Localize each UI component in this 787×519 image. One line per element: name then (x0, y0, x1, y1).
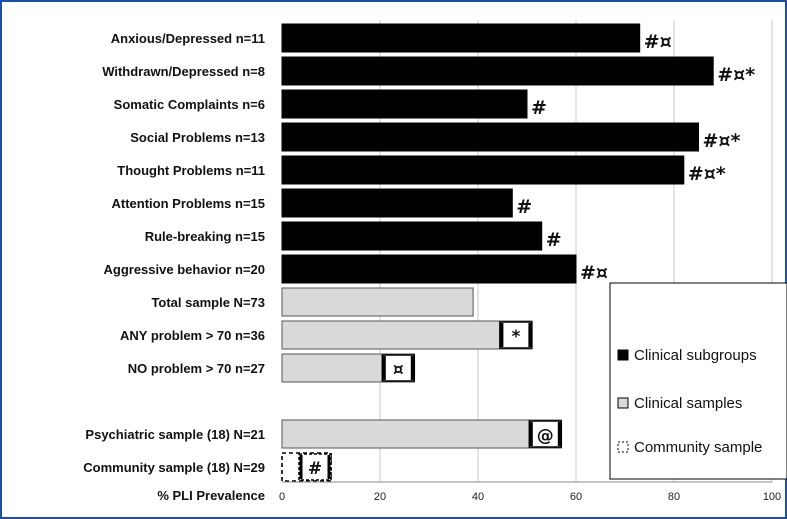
bar-annotation: @ (537, 426, 554, 446)
bar (281, 56, 714, 86)
category-label: Aggressive behavior n=20 (104, 262, 266, 277)
legend-label: Clinical samples (634, 395, 742, 412)
bar (281, 419, 562, 449)
bar-annotation: ¤ (393, 360, 404, 380)
category-label: Somatic Complaints n=6 (114, 97, 265, 112)
bar-annotation: #¤* (703, 130, 741, 152)
x-tick-label: 40 (472, 491, 484, 503)
bar (281, 188, 513, 218)
legend-label: Clinical subgroups (634, 347, 757, 364)
x-axis: % PLI Prevalence 0 20 40 60 80 100 (157, 481, 781, 503)
x-tick-label: 100 (763, 491, 781, 503)
x-tick-label: 60 (570, 491, 582, 503)
legend-box (609, 282, 787, 480)
category-label: Attention Problems n=15 (112, 196, 266, 211)
bar (281, 254, 577, 284)
category-labels: Anxious/Depressed n=11 Withdrawn/Depresse… (83, 31, 265, 475)
legend-swatch (617, 441, 629, 453)
x-tick-label: 0 (279, 491, 285, 503)
category-label: Rule-breaking n=15 (145, 229, 265, 244)
bars (281, 23, 714, 482)
bar (281, 320, 533, 350)
bar (281, 287, 474, 317)
annotation-bracket (499, 321, 533, 349)
legend: Clinical subgroups Clinical samples Commun… (609, 282, 787, 480)
category-label: ANY problem > 70 n=36 (120, 328, 265, 343)
category-label: Thought Problems n=11 (117, 163, 265, 178)
bar-annotation: # (546, 229, 562, 251)
bar (281, 23, 641, 53)
bar (281, 122, 699, 152)
bar-annotation: #¤ (644, 31, 672, 53)
legend-swatch (617, 349, 629, 361)
category-label: NO problem > 70 n=27 (128, 361, 265, 376)
bar (281, 155, 685, 185)
category-label: Total sample N=73 (151, 295, 265, 310)
bar (281, 221, 543, 251)
bar-annotation: #¤ (580, 262, 608, 284)
bar-annotation: # (516, 196, 532, 218)
bar-annotation: # (531, 97, 547, 119)
x-tick-label: 20 (374, 491, 386, 503)
category-label: Anxious/Depressed n=11 (111, 31, 265, 46)
bar-annotations: #¤#¤*##¤*#¤*###¤*¤@# (298, 31, 755, 481)
category-label: Community sample (18) N=29 (83, 460, 265, 475)
annotation-bracket (381, 354, 416, 382)
category-label: Withdrawn/Depressed n=8 (102, 64, 265, 79)
annotation-bracket (528, 420, 563, 448)
x-axis-title: % PLI Prevalence (157, 488, 265, 503)
bar-annotation: * (511, 327, 520, 347)
bar-annotation: #¤* (688, 163, 726, 185)
bar-annotation: #¤* (717, 64, 755, 86)
bar-annotation: # (308, 459, 322, 479)
legend-label: Community sample (634, 439, 762, 456)
legend-swatch (617, 397, 629, 409)
category-label: Social Problems n=13 (130, 130, 265, 145)
category-label: Psychiatric sample (18) N=21 (85, 427, 265, 442)
bar (281, 89, 528, 119)
annotation-bracket (298, 453, 332, 481)
x-tick-label: 80 (668, 491, 680, 503)
